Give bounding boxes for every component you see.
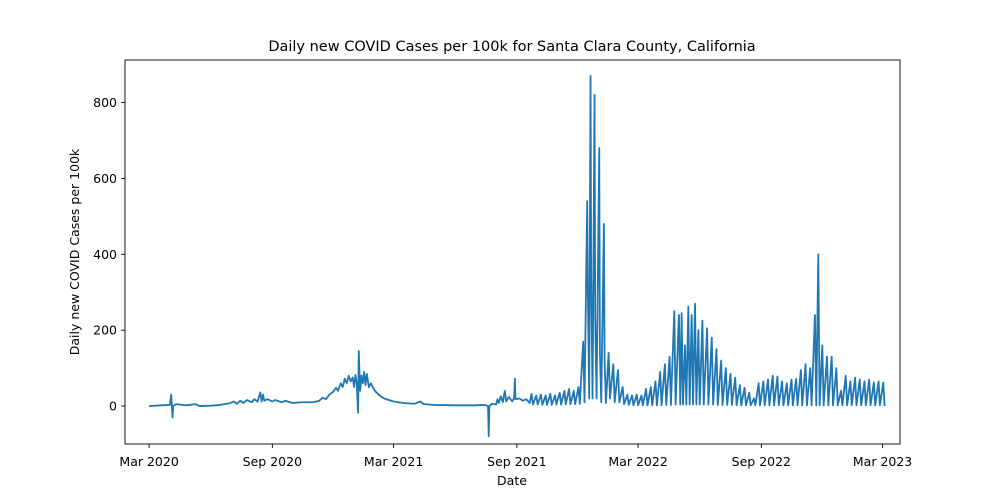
y-tick-label: 0 [109, 399, 117, 414]
x-tick-label: Mar 2023 [853, 454, 912, 469]
x-tick-label: Mar 2020 [119, 454, 178, 469]
chart-title: Daily new COVID Cases per 100k for Santa… [268, 39, 755, 55]
x-tick-label: Mar 2022 [608, 454, 667, 469]
y-axis: 0 200 400 600 800 [93, 95, 125, 414]
y-tick-label: 800 [93, 95, 117, 110]
y-tick-label: 600 [93, 171, 117, 186]
x-axis-label: Date [497, 473, 527, 488]
y-tick-label: 400 [93, 247, 117, 262]
x-tick-label: Mar 2021 [364, 454, 423, 469]
y-tick-label: 200 [93, 323, 117, 338]
series-line [149, 75, 886, 438]
x-tick-label: Sep 2022 [732, 454, 791, 469]
x-tick-label: Sep 2021 [487, 454, 546, 469]
x-axis: Mar 2020 Sep 2020 Mar 2021 Sep 2021 Mar 2022… [119, 444, 912, 469]
plot-frame [124, 59, 901, 445]
plot-area [124, 59, 901, 445]
y-axis-label: Daily new COVID Cases per 100k [67, 148, 82, 355]
x-tick-label: Sep 2020 [243, 454, 302, 469]
